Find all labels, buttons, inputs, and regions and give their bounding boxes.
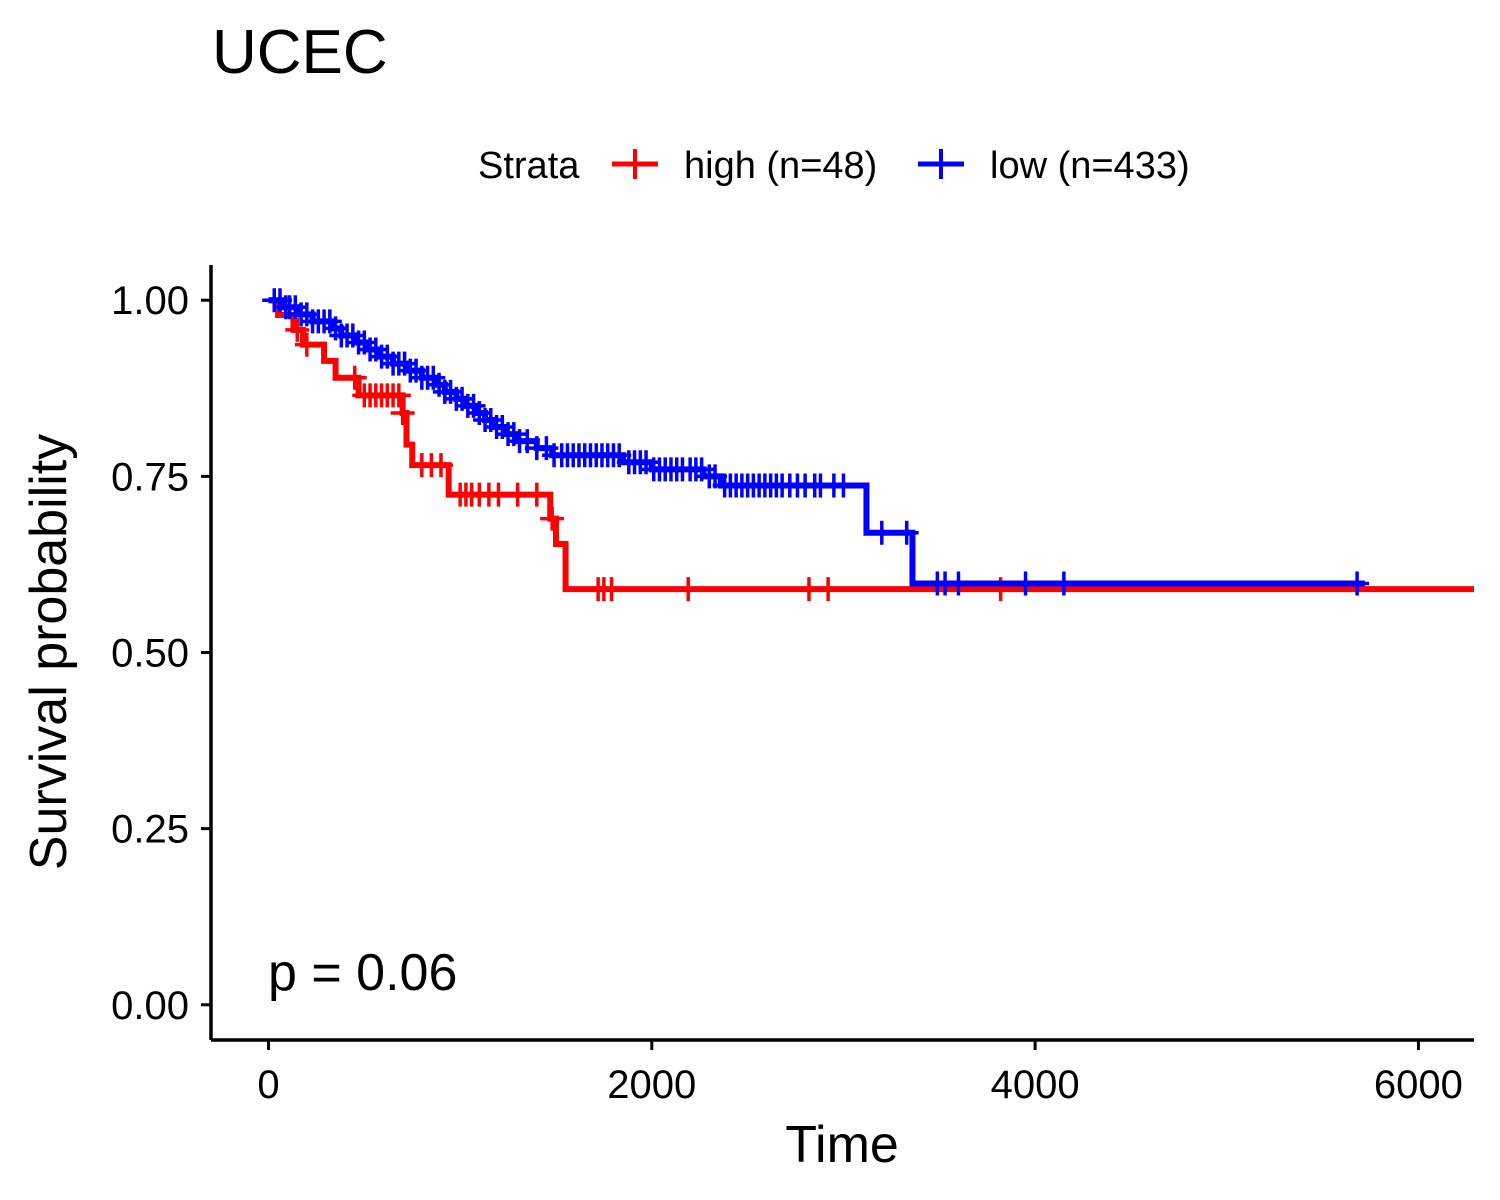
y-axis-title: Survival probability bbox=[20, 434, 78, 870]
censor-mark bbox=[831, 473, 856, 498]
censor-mark bbox=[816, 577, 841, 602]
y-tick-label: 0.50 bbox=[111, 632, 189, 676]
censor-mark bbox=[1345, 571, 1370, 596]
y-tick-label: 0.00 bbox=[111, 984, 189, 1028]
censor-mark bbox=[676, 577, 701, 602]
x-tick-label: 2000 bbox=[607, 1063, 696, 1107]
y-tick-label: 1.00 bbox=[111, 279, 189, 323]
p-value-annotation: p = 0.06 bbox=[268, 944, 457, 1002]
censor-mark bbox=[285, 317, 310, 342]
legend-title: Strata bbox=[478, 145, 580, 187]
censor-mark bbox=[894, 520, 919, 545]
y-tick-label: 0.25 bbox=[111, 808, 189, 852]
series-low bbox=[262, 288, 1370, 596]
axes: 0.00 0.25 0.50 0.75 1.00 0 2000 4000 6000 bbox=[111, 265, 1474, 1107]
censor-mark bbox=[390, 400, 415, 425]
series-high bbox=[268, 297, 1474, 602]
censor-mark bbox=[599, 577, 624, 602]
censor-mark bbox=[946, 571, 971, 596]
legend: Strata high (n=48) low (n=433) bbox=[478, 145, 1190, 187]
censor-mark bbox=[386, 383, 411, 408]
x-tick-label: 0 bbox=[257, 1063, 279, 1107]
censor-mark bbox=[540, 506, 565, 531]
legend-key-low bbox=[918, 149, 964, 179]
censor-mark bbox=[1051, 571, 1076, 596]
x-tick-label: 4000 bbox=[991, 1063, 1080, 1107]
legend-key-high bbox=[612, 149, 658, 179]
censor-mark bbox=[1013, 571, 1038, 596]
y-tick-label: 0.75 bbox=[111, 455, 189, 499]
censor-mark bbox=[428, 453, 453, 478]
x-axis-title: Time bbox=[785, 1116, 899, 1174]
censor-mark bbox=[869, 520, 894, 545]
survival-curve bbox=[268, 297, 1365, 587]
x-tick-label: 6000 bbox=[1374, 1063, 1463, 1107]
censor-mark bbox=[524, 482, 549, 507]
legend-label-high: high (n=48) bbox=[684, 145, 877, 187]
series-layer bbox=[262, 288, 1474, 602]
legend-label-low: low (n=433) bbox=[990, 145, 1190, 187]
survival-curve bbox=[268, 297, 1474, 593]
censor-mark bbox=[342, 365, 367, 390]
chart-title: UCEC bbox=[212, 18, 388, 87]
censor-mark bbox=[294, 332, 319, 357]
